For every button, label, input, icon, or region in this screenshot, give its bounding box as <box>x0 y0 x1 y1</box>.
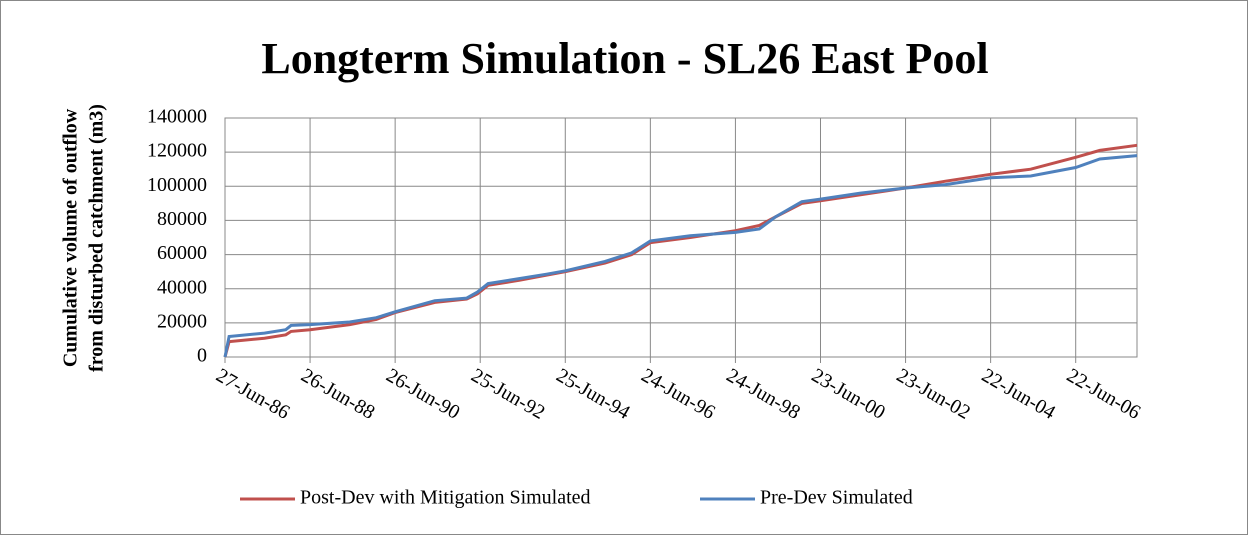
y-axis-title: Cumulative volume of outflow <box>60 108 82 367</box>
y-tick-label: 80000 <box>157 208 207 230</box>
data-line <box>223 154 1138 358</box>
y-tick-label: 100000 <box>147 174 207 196</box>
y-axis-title: from disturbed catchment (m3) <box>86 104 108 372</box>
chart-title: Longterm Simulation - SL26 East Pool <box>261 34 988 83</box>
legend-label: Pre-Dev Simulated <box>760 487 913 509</box>
legend-label: Post-Dev with Mitigation Simulated <box>300 487 591 509</box>
y-tick-label: 20000 <box>157 310 207 332</box>
y-tick-label: 60000 <box>157 242 207 264</box>
y-tick-label: 120000 <box>147 140 207 162</box>
y-tick-label: 140000 <box>147 106 207 128</box>
y-tick-label: 0 <box>197 345 207 367</box>
y-tick-label: 40000 <box>157 276 207 298</box>
data-line <box>223 143 1138 358</box>
